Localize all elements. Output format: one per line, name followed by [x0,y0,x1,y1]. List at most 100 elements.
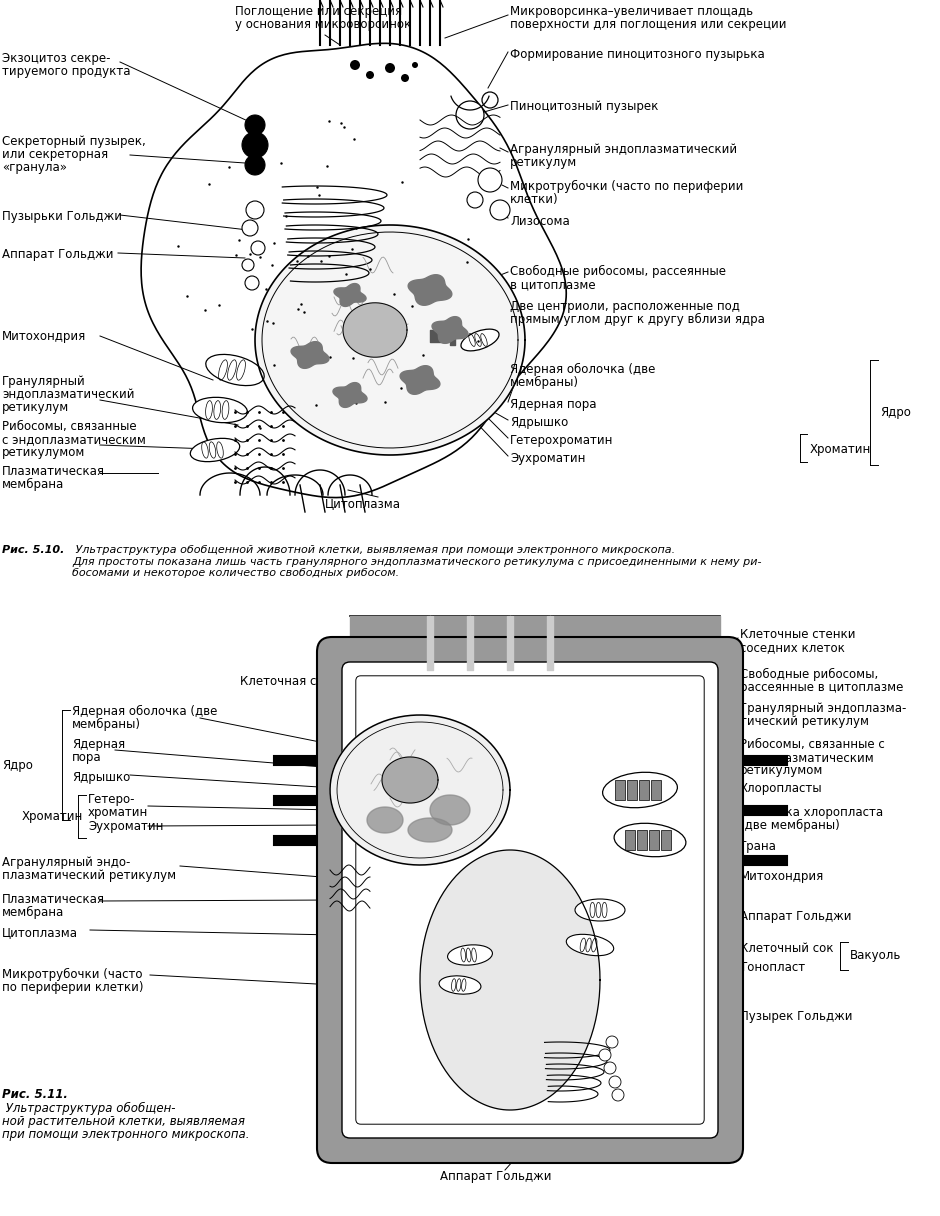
Text: рассеянные в цитоплазме: рассеянные в цитоплазме [740,681,903,694]
Text: Рис. 5.10.: Рис. 5.10. [2,545,64,554]
Circle shape [251,241,265,255]
Text: (две мембраны): (две мембраны) [740,820,839,832]
Text: Рис. 5.11.: Рис. 5.11. [2,1088,68,1100]
Text: Тонопласт: Тонопласт [740,961,806,974]
Ellipse shape [447,945,493,966]
Text: Гетерохроматин: Гетерохроматин [510,434,614,447]
Text: в цитоплазме: в цитоплазме [510,278,596,291]
Text: Вакуоль: Вакуоль [850,950,901,963]
Ellipse shape [461,330,499,351]
Bar [615,779,625,800]
Circle shape [401,74,409,81]
FancyBboxPatch shape [317,637,743,1162]
Text: Гранулярный эндоплазма-: Гранулярный эндоплазма- [740,702,906,715]
Text: Свободные рибосомы, рассеянные: Свободные рибосомы, рассеянные [510,265,726,278]
Text: Клеточная стенка: Клеточная стенка [240,675,352,688]
Polygon shape [408,818,452,841]
Text: у основания микроворсинок: у основания микроворсинок [235,18,412,30]
Text: Микроворсинка–увеличивает площадь: Микроворсинка–увеличивает площадь [510,5,753,18]
Polygon shape [333,383,367,407]
Circle shape [467,192,483,208]
Text: Секреторный пузырек,: Секреторный пузырек, [2,135,146,148]
Text: поверхности для поглощения или секреции: поверхности для поглощения или секреции [510,18,787,30]
Ellipse shape [190,438,240,462]
Circle shape [609,1076,621,1088]
Text: Хроматин: Хроматин [810,444,871,456]
Text: Ядерная: Ядерная [72,738,125,751]
Text: мембрана: мембрана [2,478,64,491]
Circle shape [606,1036,618,1048]
Circle shape [245,116,265,135]
Polygon shape [382,758,438,803]
Bar [661,831,671,850]
Circle shape [482,92,498,108]
Text: ной растительной клетки, выявляемая: ной растительной клетки, выявляемая [2,1115,245,1128]
Circle shape [246,201,264,219]
Text: Клеточный сок: Клеточный сок [740,942,834,955]
Text: Плазматическая: Плазматическая [2,893,105,906]
Text: Ядерная оболочка (две: Ядерная оболочка (две [72,705,217,719]
Text: Гранулярный: Гранулярный [2,375,86,388]
Circle shape [242,133,268,158]
Text: Аппарат Гольджи: Аппарат Гольджи [440,1170,552,1183]
Text: эндоплазматический: эндоплазматический [2,388,134,401]
Text: Агранулярный эндоплазматический: Агранулярный эндоплазматический [510,143,737,156]
Polygon shape [432,316,468,343]
Polygon shape [408,275,452,305]
Text: тический ретикулум: тический ретикулум [740,715,869,728]
Text: ретикулумом: ретикулумом [2,446,86,458]
Polygon shape [330,715,510,865]
Text: Микротрубочки (часто по периферии: Микротрубочки (часто по периферии [510,180,744,193]
Polygon shape [420,850,600,1110]
Text: Агранулярный эндо-: Агранулярный эндо- [2,856,131,869]
Polygon shape [430,795,470,824]
Text: Гетеро-: Гетеро- [88,793,135,806]
Text: Срединная пластинка: Срединная пластинка [580,627,718,641]
Text: Цитоплазма: Цитоплазма [325,497,401,510]
Circle shape [242,259,254,271]
Circle shape [245,276,259,289]
Polygon shape [367,807,403,833]
Text: Поглощение или секреция: Поглощение или секреция [235,5,402,18]
Text: Оболочка хлоропласта: Оболочка хлоропласта [740,806,883,820]
Circle shape [612,1090,624,1100]
Text: Клеточные стенки: Клеточные стенки [740,627,855,641]
Circle shape [604,1062,616,1074]
Text: плазматический ретикулум: плазматический ретикулум [2,869,176,882]
Polygon shape [343,303,407,358]
Polygon shape [141,44,566,497]
Text: Эухроматин: Эухроматин [88,820,164,833]
Polygon shape [400,366,440,394]
Circle shape [366,71,374,79]
Text: Хлоропласты: Хлоропласты [740,782,822,795]
Text: Экзоцитоз секре-: Экзоцитоз секре- [2,52,111,64]
Text: ретикулум: ретикулум [510,156,577,169]
Text: Рибосомы, связанные: Рибосомы, связанные [2,420,136,433]
Text: или секреторная: или секреторная [2,148,108,161]
Circle shape [412,62,418,68]
Ellipse shape [603,772,678,807]
Bar [639,779,649,800]
Text: Пузырьки Гольджи: Пузырьки Гольджи [2,210,122,223]
Text: Свободные рибосомы,: Свободные рибосомы, [740,668,878,681]
Text: Митохондрия: Митохондрия [740,869,824,883]
Circle shape [242,220,258,236]
Text: при помощи электронного микроскопа.: при помощи электронного микроскопа. [2,1128,249,1141]
Text: по периферии клетки): по периферии клетки) [2,981,144,993]
Text: Ядрышко: Ядрышко [72,771,131,784]
Text: «гранула»: «гранула» [2,161,67,174]
Text: хроматин: хроматин [88,806,149,820]
Polygon shape [334,283,366,306]
Text: соседних клеток: соседних клеток [740,641,845,654]
Text: мембрана: мембрана [2,906,64,919]
Text: Лизосома: Лизосома [510,215,570,229]
Text: с эндоплазматическим: с эндоплазматическим [2,433,146,446]
Text: Хроматин: Хроматин [22,810,84,823]
Text: Митохондрия: Митохондрия [2,330,86,343]
Ellipse shape [566,934,614,956]
Text: Пузырек Гольджи: Пузырек Гольджи [740,1010,853,1023]
Circle shape [350,60,360,71]
Ellipse shape [439,976,481,995]
Circle shape [385,63,395,73]
Text: Формирование пиноцитозного пузырька: Формирование пиноцитозного пузырька [510,47,765,61]
